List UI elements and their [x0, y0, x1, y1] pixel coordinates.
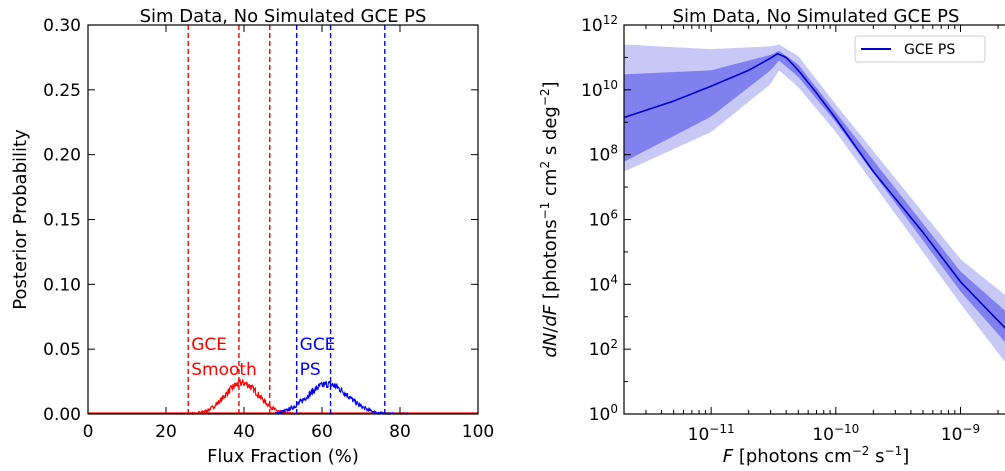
left-plot-frame: [87, 24, 479, 415]
left-y-axis-label: Posterior Probability: [10, 129, 31, 310]
right-ticks: 10−11 10−10 10−9 100 102 104 106 108 1010 1012: [581, 13, 999, 445]
left-y-tick-label: 0.05: [43, 340, 81, 360]
band-outer: [624, 44, 1005, 362]
legend-label: GCE PS: [904, 42, 955, 58]
left-x-tick-label: 100: [462, 422, 494, 442]
right-plot-frame: [623, 24, 1005, 415]
right-data: [623, 44, 1005, 362]
right-y-tick-label: 102: [589, 337, 618, 360]
left-chart: Sim Data, No Simulated GCE PS 0 20 40 60 80 1…: [10, 6, 494, 467]
left-chart-title: Sim Data, No Simulated GCE PS: [140, 6, 427, 27]
right-x-axis-label: F [photons cm−2 s−1]: [723, 444, 910, 467]
left-x-tick-label: 0: [83, 422, 94, 442]
histogram-gce-ps: [275, 380, 408, 416]
right-y-tick-label: 100: [589, 402, 618, 425]
right-x-tick-label: 10−10: [812, 422, 859, 445]
left-x-tick-label: 80: [389, 422, 411, 442]
left-y-tick-label: 0.20: [43, 146, 81, 166]
series-label-gce-ps: GCE: [300, 335, 336, 355]
left-x-axis-label: Flux Fraction (%): [207, 446, 359, 467]
right-y-tick-label: 108: [589, 143, 618, 166]
series-label-gce-smooth: Smooth: [191, 360, 257, 380]
right-x-tick-label: 10−11: [688, 422, 735, 445]
right-y-tick-label: 1012: [581, 13, 618, 36]
right-x-tick-label: 10−9: [941, 422, 980, 445]
left-x-tick-label: 60: [311, 422, 333, 442]
series-label-gce-ps: PS: [300, 360, 321, 380]
right-y-tick-label: 106: [589, 208, 618, 231]
right-y-axis-label: dN/dF [photons−1 cm2 s deg−2]: [538, 81, 561, 357]
left-ticks: 0 20 40 60 80 100 0.00 0.05 0.10 0.15 0.20 0.25 0.30: [43, 16, 494, 442]
band-inner: [624, 50, 1005, 342]
right-chart: Sim Data, No Simulated GCE PS 10−11 10−10…: [538, 6, 1005, 467]
left-y-tick-label: 0.10: [43, 275, 81, 295]
legend: GCE PS: [854, 35, 986, 63]
left-y-tick-label: 0.25: [43, 81, 81, 101]
left-x-tick-label: 20: [155, 422, 177, 442]
right-chart-title: Sim Data, No Simulated GCE PS: [673, 6, 960, 27]
right-y-tick-label: 104: [589, 272, 618, 295]
legend-box: [854, 35, 986, 63]
right-y-tick-label: 1010: [581, 78, 618, 101]
left-y-tick-label: 0.00: [43, 405, 81, 425]
left-y-tick-label: 0.30: [43, 16, 81, 36]
median-line: [623, 52, 1005, 330]
left-x-tick-label: 40: [233, 422, 255, 442]
left-data: GCE Smooth GCE PS: [88, 25, 478, 416]
series-label-gce-smooth: GCE: [191, 335, 227, 355]
left-y-tick-label: 0.15: [43, 211, 81, 231]
